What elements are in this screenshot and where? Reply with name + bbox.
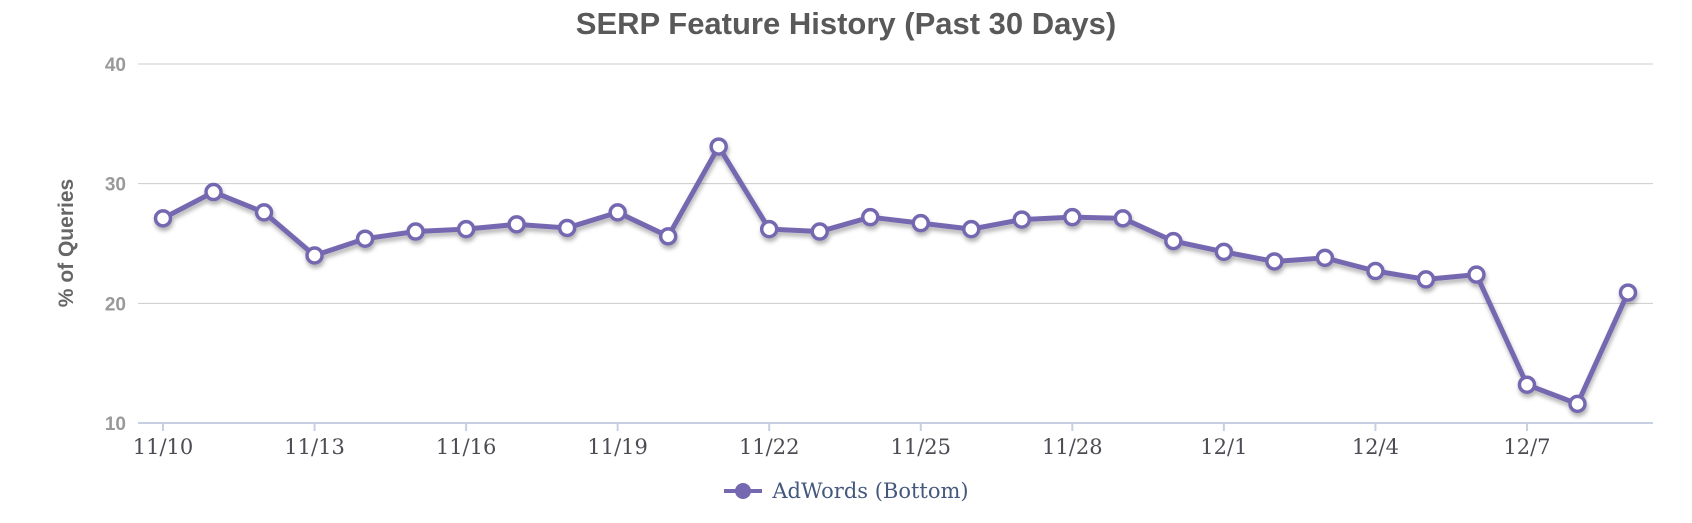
data-point-marker[interactable]	[254, 203, 274, 222]
x-tick-label: 11/13	[284, 435, 345, 459]
data-point-marker[interactable]	[1366, 261, 1385, 281]
data-point-marker[interactable]	[1568, 394, 1587, 414]
x-tick-label: 11/10	[133, 435, 194, 459]
data-point-marker[interactable]	[1517, 375, 1537, 394]
y-tick-label: 20	[105, 294, 126, 315]
data-point-marker[interactable]	[153, 209, 173, 228]
data-point-marker[interactable]	[759, 219, 779, 239]
legend-item-adwords-bottom[interactable]: AdWords (Bottom)	[0, 479, 1692, 503]
legend-line-marker-icon	[724, 483, 763, 499]
data-point-marker[interactable]	[1618, 283, 1638, 302]
data-point-marker[interactable]	[1315, 248, 1335, 268]
x-tick-label: 11/16	[436, 435, 497, 459]
x-tick-label: 11/22	[739, 435, 800, 459]
plot-area: 10 20 30 40 11/10 11/13 11/16 11/19 11/22 11/25 11…	[105, 55, 1653, 459]
y-tick-label: 40	[105, 55, 126, 76]
data-point-marker[interactable]	[1467, 265, 1486, 284]
data-point-marker[interactable]	[406, 222, 425, 241]
data-point-marker[interactable]	[507, 215, 526, 234]
x-tick-label: 12/7	[1503, 435, 1550, 459]
data-point-marker[interactable]	[608, 203, 627, 222]
data-point-marker[interactable]	[1265, 252, 1284, 271]
data-point-marker[interactable]	[355, 229, 375, 248]
data-point-marker[interactable]	[305, 246, 324, 265]
data-point-marker[interactable]	[1214, 242, 1234, 262]
legend-label: AdWords (Bottom)	[772, 479, 969, 503]
data-point-marker[interactable]	[204, 182, 223, 202]
y-tick-label: 10	[105, 414, 126, 435]
data-point-marker[interactable]	[658, 227, 678, 246]
data-point-marker[interactable]	[1164, 231, 1183, 251]
series-line	[160, 144, 1631, 407]
data-point-marker[interactable]	[1416, 270, 1436, 289]
data-point-marker[interactable]	[1063, 207, 1082, 227]
x-tick-label: 12/1	[1200, 435, 1247, 459]
data-point-marker[interactable]	[1113, 209, 1133, 228]
data-point-marker[interactable]	[1012, 210, 1032, 229]
chart-title: SERP Feature History (Past 30 Days)	[575, 6, 1117, 41]
data-point-marker[interactable]	[860, 207, 880, 227]
series-adwords-bottom	[153, 137, 1638, 414]
x-tick-label: 11/25	[890, 435, 951, 459]
x-tick-label: 11/19	[587, 435, 648, 459]
data-point-marker[interactable]	[709, 137, 728, 156]
data-point-marker[interactable]	[456, 219, 476, 239]
x-tick-label: 11/28	[1042, 435, 1103, 459]
data-point-marker[interactable]	[911, 213, 931, 233]
data-point-marker[interactable]	[962, 219, 981, 239]
x-tick-label: 12/4	[1352, 435, 1399, 459]
y-tick-label: 30	[105, 175, 126, 196]
data-point-marker[interactable]	[557, 218, 577, 238]
data-point-marker[interactable]	[810, 222, 829, 241]
